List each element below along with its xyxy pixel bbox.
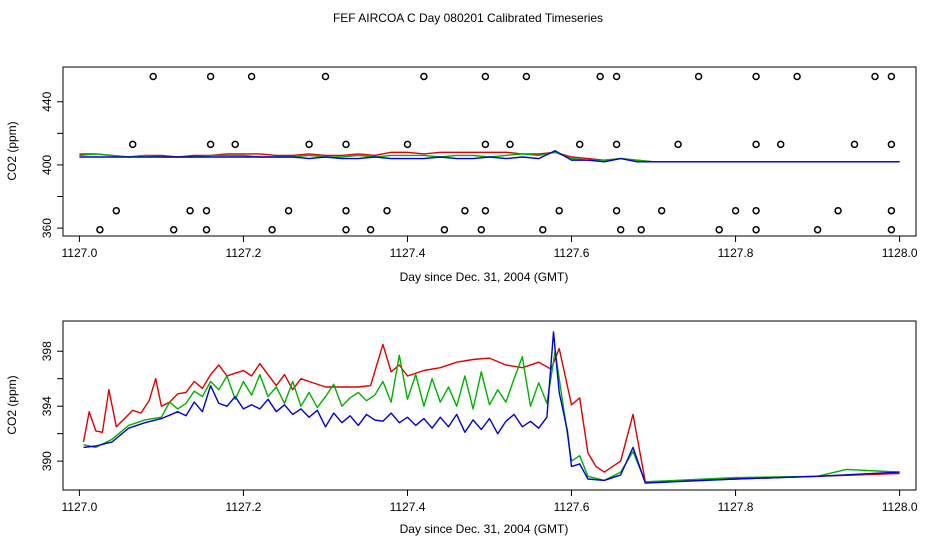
upper-marker bbox=[112, 206, 121, 215]
upper-marker bbox=[202, 225, 211, 234]
upper-marker bbox=[202, 206, 211, 215]
lower-x-axis-label: Day since Dec. 31, 2004 (GMT) bbox=[400, 522, 569, 536]
upper-marker bbox=[206, 72, 215, 81]
upper-marker bbox=[477, 225, 486, 234]
upper-marker bbox=[128, 140, 137, 149]
upper-marker bbox=[231, 140, 239, 149]
upper-y-tick-label: 400 bbox=[40, 155, 54, 175]
upper-y-tick-label: 440 bbox=[40, 91, 54, 111]
upper-marker bbox=[657, 206, 666, 215]
upper-panel: Day since Dec. 31, 2004 (GMT) CO2 (ppm) … bbox=[5, 66, 918, 284]
lower-x-tick-label: 1127.8 bbox=[718, 500, 754, 514]
upper-marker bbox=[612, 72, 621, 81]
upper-marker bbox=[305, 140, 313, 149]
upper-x-tick-label: 1127.4 bbox=[390, 246, 426, 260]
upper-marker bbox=[403, 140, 412, 149]
upper-marker bbox=[481, 72, 490, 81]
upper-marker bbox=[752, 72, 760, 81]
upper-marker bbox=[694, 72, 703, 81]
lower-x-tick-label: 1127.0 bbox=[61, 500, 97, 514]
upper-marker bbox=[612, 140, 621, 149]
upper-marker bbox=[752, 140, 760, 149]
upper-marker bbox=[342, 225, 350, 234]
upper-marker bbox=[887, 72, 896, 81]
upper-marker bbox=[481, 140, 490, 149]
upper-marker bbox=[871, 72, 879, 81]
upper-marker bbox=[596, 72, 604, 81]
upper-marker bbox=[206, 140, 215, 149]
upper-marker bbox=[440, 225, 449, 234]
lower-ticks: 1127.0 1127.2 1127.4 1127.6 1127.8 1128.0 390 3… bbox=[40, 341, 918, 514]
lower-x-tick-label: 1127.6 bbox=[554, 500, 590, 514]
upper-marker bbox=[776, 140, 785, 149]
upper-marker bbox=[752, 206, 760, 215]
upper-marker bbox=[539, 225, 547, 234]
upper-marker bbox=[616, 225, 625, 234]
upper-x-tick-label: 1127.8 bbox=[718, 246, 754, 260]
upper-marker bbox=[674, 140, 682, 149]
upper-marker bbox=[366, 225, 375, 234]
lower-series-line-blue bbox=[83, 331, 900, 484]
upper-marker bbox=[793, 72, 801, 81]
upper-marker bbox=[555, 206, 563, 215]
upper-marker bbox=[612, 206, 621, 215]
upper-marker bbox=[96, 225, 104, 234]
upper-marker bbox=[887, 225, 896, 234]
lower-plot-frame bbox=[62, 320, 917, 491]
upper-marker bbox=[169, 225, 178, 234]
lower-series-lines bbox=[82, 331, 900, 484]
upper-ticks: 1127.0 1127.2 1127.4 1127.6 1127.8 1128.0 360 4… bbox=[40, 91, 918, 260]
lower-series-line-green bbox=[83, 350, 900, 483]
upper-marker bbox=[461, 206, 469, 215]
upper-x-tick-label: 1128.0 bbox=[882, 246, 918, 260]
lower-x-tick-label: 1127.2 bbox=[226, 500, 262, 514]
lower-y-axis-label: CO2 (ppm) bbox=[5, 375, 19, 434]
upper-marker bbox=[268, 225, 276, 234]
lower-panel: Day since Dec. 31, 2004 (GMT) CO2 (ppm) … bbox=[5, 320, 918, 536]
lower-y-tick-label: 390 bbox=[40, 451, 54, 471]
upper-x-axis-label: Day since Dec. 31, 2004 (GMT) bbox=[400, 270, 569, 284]
lower-x-tick-label: 1128.0 bbox=[882, 500, 918, 514]
upper-marker bbox=[731, 206, 740, 215]
upper-marker bbox=[752, 225, 760, 234]
upper-series-line-blue bbox=[79, 150, 900, 163]
upper-marker bbox=[506, 140, 514, 149]
upper-marker bbox=[637, 225, 645, 234]
upper-series-lines bbox=[79, 150, 900, 163]
upper-marker bbox=[247, 72, 256, 81]
upper-plot-frame bbox=[62, 66, 917, 237]
upper-marker bbox=[834, 206, 842, 215]
upper-marker bbox=[887, 206, 896, 215]
upper-marker bbox=[575, 140, 584, 149]
upper-marker bbox=[186, 206, 194, 215]
upper-marker bbox=[342, 206, 350, 215]
upper-marker bbox=[321, 72, 330, 81]
upper-x-tick-label: 1127.0 bbox=[61, 246, 97, 260]
upper-marker bbox=[813, 225, 822, 234]
upper-marker bbox=[383, 206, 391, 215]
figure-title: FEF AIRCOA C Day 080201 Calibrated Times… bbox=[333, 11, 603, 25]
lower-series-line-red bbox=[82, 343, 900, 483]
upper-y-tick-label: 360 bbox=[40, 218, 54, 238]
upper-marker bbox=[850, 140, 859, 149]
upper-marker bbox=[342, 140, 350, 149]
upper-markers bbox=[96, 72, 896, 234]
upper-marker bbox=[715, 225, 723, 234]
lower-x-tick-label: 1127.4 bbox=[390, 500, 426, 514]
upper-x-tick-label: 1127.6 bbox=[554, 246, 590, 260]
lower-y-tick-label: 394 bbox=[40, 396, 54, 416]
lower-y-tick-label: 398 bbox=[40, 341, 54, 361]
upper-marker bbox=[420, 72, 428, 81]
upper-marker bbox=[284, 206, 293, 215]
upper-marker bbox=[149, 72, 157, 81]
upper-x-tick-label: 1127.2 bbox=[226, 246, 262, 260]
upper-marker bbox=[522, 72, 531, 81]
upper-marker bbox=[481, 206, 490, 215]
upper-marker bbox=[887, 140, 896, 149]
upper-y-axis-label: CO2 (ppm) bbox=[5, 121, 19, 180]
